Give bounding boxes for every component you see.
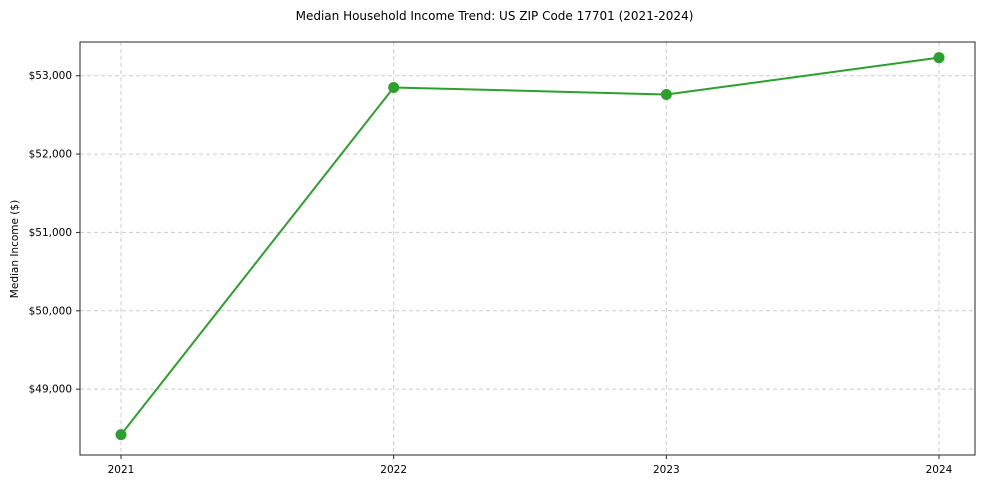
- data-point-marker: [115, 429, 127, 441]
- axes-border: [79, 41, 976, 456]
- y-tick-label: $49,000: [29, 384, 72, 396]
- x-tick-label: 2021: [108, 464, 135, 476]
- y-tick-label: $51,000: [29, 227, 72, 239]
- trend-line: [120, 56, 940, 436]
- plot-background: [80, 42, 975, 455]
- x-tick-label: 2024: [926, 464, 953, 476]
- y-tick-label: $50,000: [29, 305, 72, 317]
- x-tick-label: 2022: [380, 464, 407, 476]
- x-tick-label: 2023: [653, 464, 680, 476]
- data-point-marker: [660, 89, 672, 101]
- y-tick-label: $52,000: [29, 149, 72, 161]
- data-point-marker: [933, 52, 945, 64]
- y-tick-label: $53,000: [29, 70, 72, 82]
- data-point-marker: [388, 81, 400, 93]
- chart-title: Median Household Income Trend: US ZIP Co…: [295, 9, 694, 23]
